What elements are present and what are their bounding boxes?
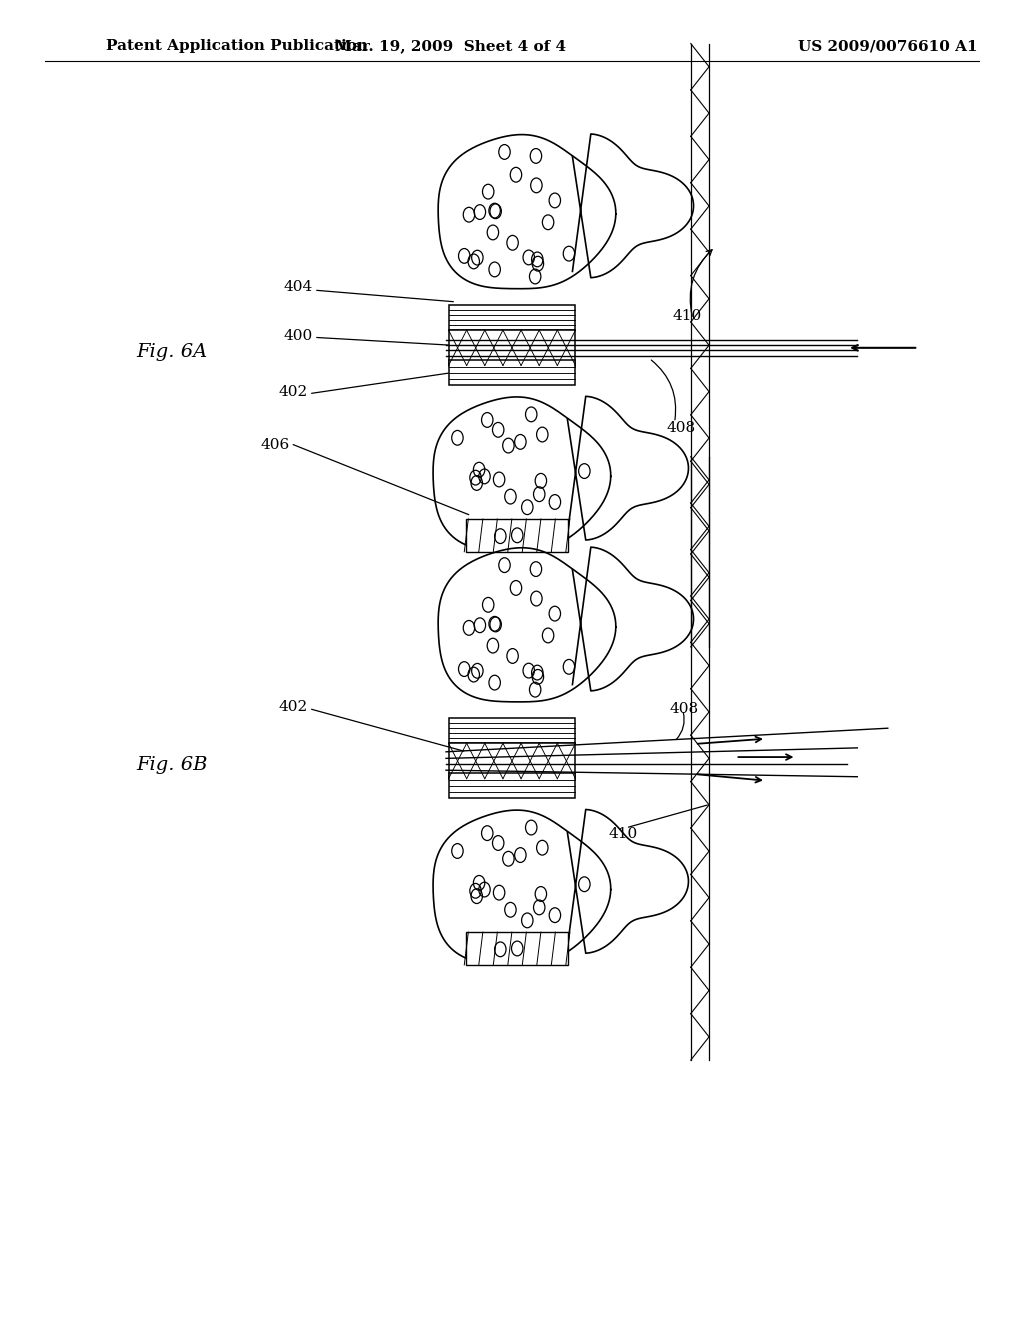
Polygon shape [433, 810, 610, 964]
Text: Mar. 19, 2009  Sheet 4 of 4: Mar. 19, 2009 Sheet 4 of 4 [336, 40, 566, 53]
Polygon shape [438, 548, 615, 702]
Bar [449, 774, 575, 799]
Text: 400: 400 [284, 329, 312, 343]
Polygon shape [572, 133, 693, 277]
Polygon shape [572, 548, 693, 690]
Bar [466, 932, 568, 965]
Text: US 2009/0076610 A1: US 2009/0076610 A1 [798, 40, 978, 53]
Text: Fig. 6B: Fig. 6B [136, 756, 208, 774]
Bar [449, 360, 575, 385]
Text: 410: 410 [673, 309, 701, 323]
Bar [449, 305, 575, 330]
Text: 402: 402 [279, 700, 307, 714]
Bar [449, 330, 575, 366]
Text: 402: 402 [279, 385, 307, 400]
Text: 410: 410 [608, 828, 638, 841]
Text: 404: 404 [284, 280, 312, 294]
Bar [449, 718, 575, 743]
Polygon shape [433, 397, 610, 550]
Text: 408: 408 [667, 421, 695, 434]
Bar [466, 519, 568, 552]
Text: 406: 406 [260, 438, 290, 451]
Text: 408: 408 [670, 701, 698, 715]
Bar [449, 743, 575, 779]
Polygon shape [567, 809, 688, 953]
Polygon shape [438, 135, 615, 289]
Polygon shape [567, 396, 688, 540]
Text: Fig. 6A: Fig. 6A [136, 343, 208, 360]
Text: Patent Application Publication: Patent Application Publication [105, 40, 368, 53]
